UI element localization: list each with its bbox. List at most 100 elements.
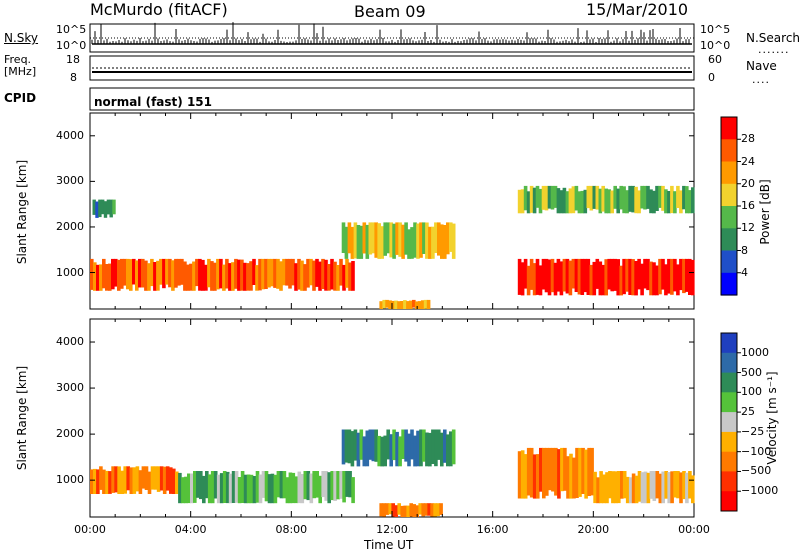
echo-cell (403, 505, 407, 517)
echo-cell (135, 260, 139, 291)
echo-cell (306, 258, 310, 288)
echo-cell (156, 466, 161, 492)
echo-cell (368, 222, 373, 255)
echo-cell (129, 259, 133, 291)
echo-cell (679, 190, 683, 214)
power-ytick-label: 1000 (56, 265, 84, 279)
echo-cell (664, 189, 668, 214)
echo-cell (407, 433, 411, 467)
echo-cell (264, 258, 268, 289)
echo-cell (670, 258, 674, 295)
power-echo-region (379, 299, 431, 309)
echo-cell (437, 222, 441, 256)
echo-cell (228, 473, 233, 504)
echo-cell (682, 185, 686, 210)
velocity-ytick-label: 4000 (56, 335, 84, 349)
echo-cell (424, 503, 428, 516)
echo-cell (273, 474, 278, 504)
echo-cell (368, 429, 373, 460)
echo-cell (517, 189, 522, 214)
echo-cell (419, 222, 423, 258)
echo-cell (571, 258, 576, 289)
nave-tick-bottom: 0 (708, 71, 715, 84)
echo-cell (569, 453, 573, 499)
echo-cell (427, 503, 431, 516)
echo-cell (433, 503, 437, 517)
echo-cell (517, 258, 522, 295)
velocity-axes (89, 319, 695, 517)
echo-cell (420, 300, 425, 309)
echo-cell (655, 471, 660, 499)
echo-cell (117, 466, 121, 494)
echo-cell (196, 471, 200, 498)
echo-cell (264, 471, 269, 502)
echo-cell (616, 259, 620, 296)
echo-cell (189, 263, 193, 291)
echo-cell (371, 222, 376, 254)
echo-cell (622, 258, 626, 295)
echo-cell (667, 191, 671, 214)
echo-cell (414, 301, 419, 309)
echo-cell (544, 258, 549, 293)
echo-cell (529, 185, 534, 213)
echo-cell (380, 436, 384, 467)
echo-cell (520, 189, 525, 214)
echo-cell (297, 471, 302, 504)
echo-cell (219, 258, 223, 289)
echo-cell (431, 429, 435, 464)
echo-cell (180, 258, 184, 285)
echo-cell (410, 429, 414, 460)
echo-cell (565, 258, 570, 294)
echo-cell (619, 185, 623, 210)
echo-cell (276, 471, 281, 498)
echo-cell (398, 436, 402, 467)
echo-cell (175, 471, 179, 494)
echo-cell (593, 471, 597, 504)
echo-cell (614, 471, 618, 504)
echo-cell (637, 471, 642, 502)
echo-cell (318, 475, 322, 504)
echo-cell (577, 191, 582, 214)
velocity-echo-region (341, 429, 456, 467)
echo-cell (598, 188, 603, 214)
echo-cell (204, 264, 208, 291)
echo-cell (422, 429, 426, 462)
echo-cell (351, 477, 355, 504)
velocity-ytick-label: 3000 (56, 381, 84, 395)
echo-cell (147, 263, 151, 291)
echo-cell (667, 472, 671, 504)
echo-cell (186, 264, 190, 291)
power-colorbar-tick-label: 20 (741, 176, 755, 190)
echo-cell (237, 477, 242, 504)
echo-cell (201, 259, 205, 291)
echo-cell (205, 471, 209, 499)
velocity-colorbar-segment (721, 491, 737, 512)
echo-cell (542, 447, 546, 499)
echo-cell (451, 223, 456, 259)
velocity-colorbar-segment (721, 412, 737, 433)
echo-cell (350, 226, 355, 259)
echo-cell (365, 224, 370, 259)
echo-cell (383, 435, 387, 467)
echo-cell (168, 258, 172, 288)
echo-cell (291, 472, 296, 504)
echo-cell (640, 472, 645, 504)
echo-cell (303, 471, 308, 500)
echo-cell (685, 258, 689, 292)
echo-cell (336, 265, 340, 291)
echo-cell (436, 503, 440, 517)
echo-cell (356, 432, 361, 467)
echo-cell (99, 264, 103, 291)
echo-cell (96, 264, 100, 291)
echo-cell (303, 264, 307, 291)
echo-cell (646, 185, 650, 209)
echo-cell (309, 473, 314, 504)
echo-cell (341, 429, 346, 465)
echo-cell (601, 264, 605, 296)
echo-cell (321, 258, 325, 289)
echo-cell (138, 258, 142, 288)
echo-cell (109, 199, 113, 218)
echo-cell (572, 457, 576, 499)
power-echo-region (92, 199, 116, 218)
echo-cell (596, 477, 600, 504)
